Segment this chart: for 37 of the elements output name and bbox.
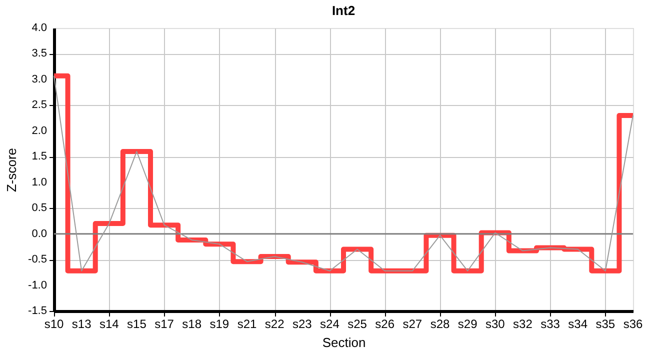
x-tick-label: s36 — [623, 317, 643, 331]
y-tick-label: 0.0 — [32, 228, 47, 240]
y-tick-label: 0.5 — [32, 202, 47, 214]
x-tick-label: s27 — [402, 317, 422, 331]
x-tick-label: s13 — [72, 317, 92, 331]
x-tick-label: s35 — [596, 317, 616, 331]
x-tick-label: s19 — [210, 317, 230, 331]
x-tick-label: s26 — [375, 317, 395, 331]
x-tick-label: s25 — [348, 317, 368, 331]
x-tick-label: s29 — [458, 317, 478, 331]
x-tick-label: s24 — [320, 317, 340, 331]
x-tick-label: s32 — [513, 317, 533, 331]
x-tick-label: s30 — [485, 317, 506, 331]
x-tick-label: s34 — [568, 317, 588, 331]
x-tick-label: s22 — [264, 317, 285, 331]
x-tick-label: s21 — [237, 317, 257, 331]
x-tick-label: s28 — [430, 317, 450, 331]
chart-title: Int2 — [332, 3, 356, 18]
x-tick-label: s15 — [127, 317, 147, 331]
x-axis-title: Section — [322, 335, 366, 350]
y-tick-label: -1.0 — [28, 279, 47, 292]
y-tick-label: 1.5 — [32, 150, 47, 163]
y-tick-label: 4.0 — [32, 22, 47, 34]
y-tick-label: 3.5 — [32, 48, 47, 60]
y-tick-label: 2.0 — [32, 124, 47, 137]
y-axis-title: Z-score — [4, 148, 19, 192]
y-tick-label: 2.5 — [32, 99, 47, 112]
y-tick-label: 1.0 — [32, 176, 47, 188]
x-tick-label: s17 — [154, 317, 174, 331]
y-tick-label: -0.5 — [28, 254, 47, 266]
x-tick-label: s18 — [182, 317, 202, 331]
x-tick-label: s33 — [540, 317, 560, 331]
y-tick-label: 3.0 — [32, 73, 47, 86]
x-tick-label: s14 — [99, 317, 120, 331]
x-tick-label: s10 — [44, 317, 64, 331]
y-tick-label: -1.5 — [28, 305, 47, 317]
x-tick-label: s23 — [292, 317, 312, 331]
